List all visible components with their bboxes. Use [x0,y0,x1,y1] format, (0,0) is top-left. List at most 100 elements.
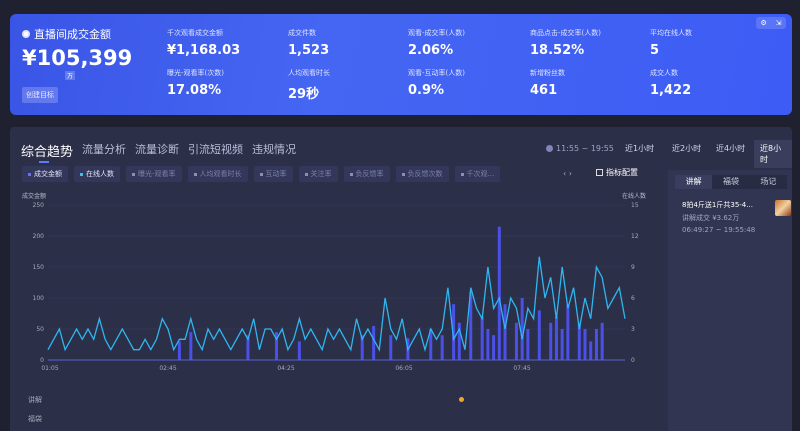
timeline-marker[interactable] [459,397,464,402]
metric-value: 2.06% [408,43,454,58]
metric-value: 29秒 [288,87,320,102]
bar [549,322,553,360]
range-button[interactable]: 近1小时 [625,144,655,153]
expand-icon[interactable]: ⇲ [775,19,782,27]
metric-chip[interactable]: 千次观... [454,166,501,182]
metric: 观看-互动率(人数) 0.9% [408,68,465,98]
online-line [47,256,626,353]
chip-dot-icon [259,172,263,176]
timeline-row-label: 福袋 [28,415,42,423]
left-tick-label: 50 [36,326,44,333]
x-tick-label: 01:05 [41,365,58,372]
metric-label: 人均观看时长 [288,69,330,77]
bar [583,329,587,360]
metric-chip[interactable]: 曝光-观看率 [126,166,182,182]
right-tick-label: 12 [631,233,639,240]
product-thumbnail [775,200,791,216]
bar [497,226,501,360]
x-tick-label: 02:45 [159,365,176,372]
trend-panel: 综合趋势 流量分析 流量诊断 引流短视频 违规情况 11:55 ~ 19:55 近1小时… [10,127,792,431]
bar [457,322,461,360]
time-range: 11:55 ~ 19:55 [546,144,614,153]
bar [503,304,507,360]
chip-label: 负反馈次数 [407,170,443,178]
metric-chip[interactable]: 关注率 [298,166,338,182]
metric-label: 成交件数 [288,29,316,37]
bar [177,341,181,360]
bar [492,335,496,360]
bar [480,316,484,360]
explain-item[interactable]: 8拍4斤送1斤共35-4... 讲解成交 ¥3.62万 06:49:27 ~ 1… [674,200,786,234]
clock-icon [546,145,553,152]
metric-chip[interactable]: 互动率 [253,166,293,182]
gmv-value: ¥105,399 [22,46,133,70]
metric-chip[interactable]: 负反馈次数 [395,166,449,182]
settings-icon[interactable]: ⚙ [760,19,767,27]
metric-label: 观看-互动率(人数) [408,69,465,77]
right-tick-label: 0 [631,357,635,364]
left-axis-title: 成交金额 [22,193,47,200]
item-title: 8拍4斤送1斤共35-4... [682,201,753,209]
chip-scroll-arrows[interactable]: ‹ › [563,169,572,178]
bar [297,341,301,360]
timeline-row-label: 讲解 [28,396,42,404]
gmv-unit: 万 [65,71,76,80]
side-tab[interactable]: 讲解 [675,175,713,189]
chip-dot-icon [304,172,308,176]
metric: 成交件数 1,523 [288,28,329,58]
metric-value: 5 [650,43,660,58]
chip-dot-icon [28,172,31,176]
metric: 曝光-观看率(次数) 17.08% [167,68,224,98]
metric-chip[interactable]: 人均观看时长 [187,166,248,182]
card-tools[interactable]: ⚙ ⇲ [756,17,786,29]
metric: 人均观看时长 29秒 [288,68,330,102]
bar [589,341,593,360]
time-range-text: 11:55 ~ 19:55 [556,144,614,153]
bar [514,322,518,360]
tab-2[interactable]: 流量诊断 [135,143,180,156]
tab-1[interactable]: 流量分析 [82,143,127,156]
metric-chip[interactable]: 在线人数 [74,166,120,182]
bar [440,335,444,360]
range-button[interactable]: 近2小时 [672,144,702,153]
metric-label: 新增粉丝数 [530,69,565,77]
bar [554,316,558,360]
chip-label: 千次观... [466,170,495,178]
side-tab[interactable]: 场记 [760,177,777,186]
side-tab[interactable]: 福袋 [722,177,739,186]
range-button[interactable]: 近4小时 [716,144,746,153]
metric-chip[interactable]: 成交金额 [22,166,68,182]
bar [520,298,524,360]
bar [372,325,376,360]
metric-chip[interactable]: 负反馈率 [343,166,390,182]
x-tick-label: 06:05 [395,365,412,372]
tab-3[interactable]: 引流短视频 [188,143,244,156]
summary-card: 直播间成交金额 ¥105,399 万 创建目标 ⚙ ⇲ 千次观看成交金额 ¥1,16… [10,14,792,115]
tab-0[interactable]: 综合趋势 [21,141,73,163]
indicator-icon [22,30,30,38]
chip-dot-icon [349,172,353,176]
bar [429,329,433,360]
bar [537,310,541,360]
metric: 成交人数 1,422 [650,68,691,98]
create-goal-button[interactable]: 创建目标 [22,87,58,103]
metric-label: 成交人数 [650,69,678,77]
metric: 新增粉丝数 461 [530,68,565,98]
metric-label: 曝光-观看率(次数) [167,69,224,77]
side-panel: 讲解 福袋 场记 8拍4斤送1斤共35-4... 讲解成交 ¥3.62万 06:49… [668,170,792,431]
config-label: 指标配置 [606,168,638,177]
right-tick-label: 6 [631,295,635,302]
metric-value: ¥1,168.03 [167,43,241,58]
bar [360,335,364,360]
bar [189,332,193,360]
metric: 观看-成交率(人数) 2.06% [408,28,465,58]
right-tick-label: 9 [631,264,635,271]
bar [275,332,279,360]
tab-4[interactable]: 违规情况 [252,143,297,156]
item-sales: 讲解成交 ¥3.62万 [682,214,740,222]
metric-value: 1,523 [288,43,330,58]
metric: 千次观看成交金额 ¥1,168.03 [167,28,240,58]
metric-config-button[interactable]: 指标配置 [596,167,638,178]
range-button[interactable]: 近8小时 [754,140,792,168]
bar [389,335,393,360]
